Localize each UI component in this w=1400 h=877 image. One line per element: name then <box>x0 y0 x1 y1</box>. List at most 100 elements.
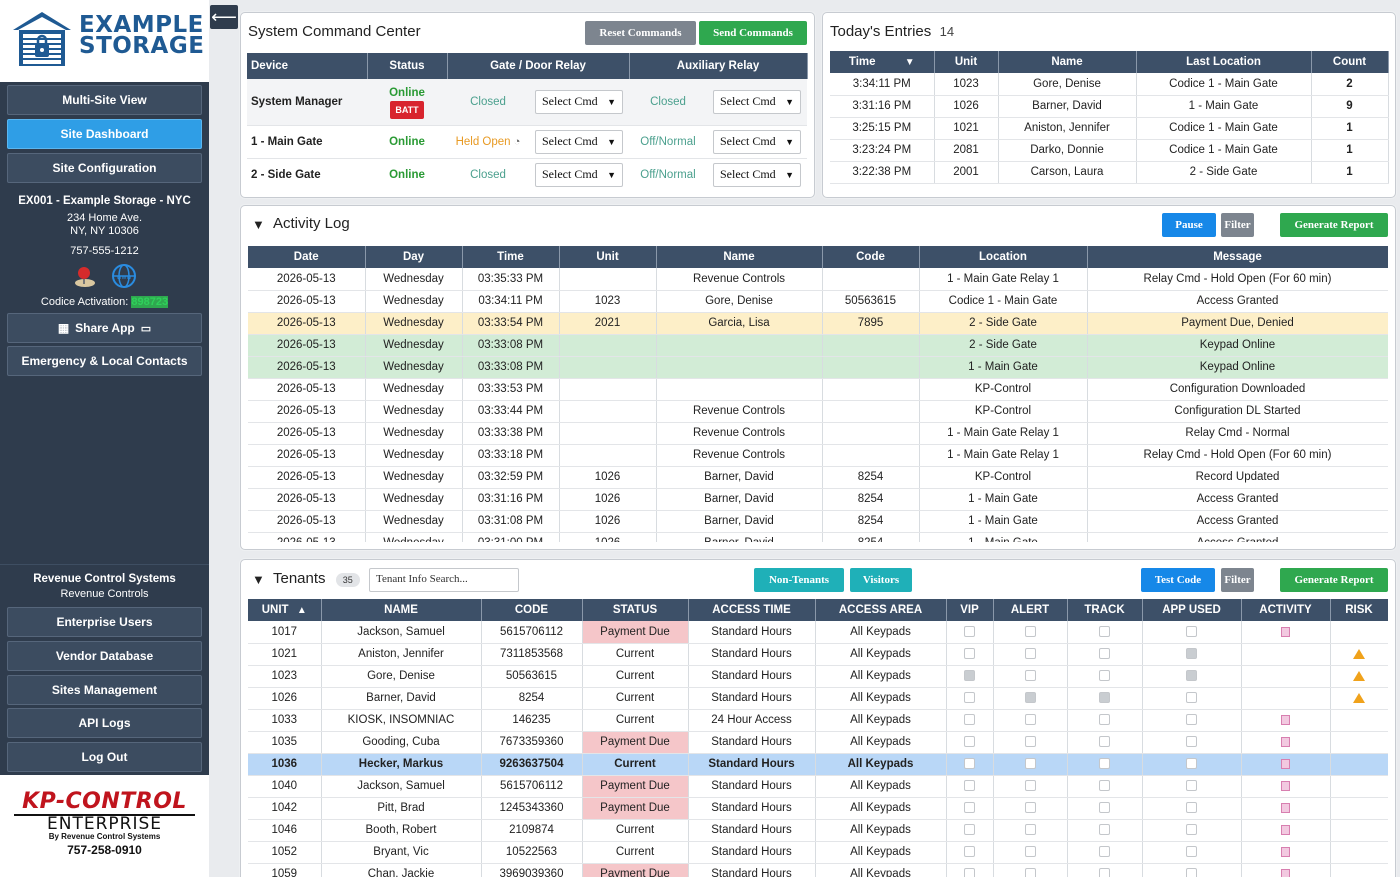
alert-checkbox[interactable] <box>1024 692 1036 704</box>
col-code[interactable]: CODE <box>481 599 583 621</box>
col-last-location[interactable]: Last Location <box>1136 51 1312 73</box>
log-row[interactable]: 2026-05-13 Wednesday 03:33:18 PM Revenue Co… <box>248 444 1388 467</box>
entry-row[interactable]: 3:34:11 PM 1023 Gore, Denise Codice 1 - Mai… <box>830 73 1389 96</box>
col-date[interactable]: Date <box>248 246 366 268</box>
col-app-used[interactable]: APP USED <box>1142 599 1242 621</box>
alert-checkbox[interactable] <box>1024 868 1036 877</box>
alert-checkbox[interactable] <box>1024 626 1036 638</box>
tenant-row[interactable]: 1033 KIOSK, INSOMNIAC 146235 Current 24 Hour… <box>248 709 1388 732</box>
app-checkbox[interactable] <box>1186 670 1197 682</box>
vip-checkbox[interactable] <box>964 626 975 638</box>
pause-button[interactable]: Pause <box>1162 213 1216 237</box>
col-access-time[interactable]: ACCESS TIME <box>688 599 816 621</box>
log-row[interactable]: 2026-05-13 Wednesday 03:33:08 PM 2 - Side G… <box>248 334 1388 357</box>
app-checkbox[interactable] <box>1186 692 1197 704</box>
app-checkbox[interactable] <box>1186 758 1197 770</box>
col-unit[interactable]: Unit <box>934 51 999 73</box>
col-activity[interactable]: ACTIVITY <box>1241 599 1331 621</box>
aux-command-select[interactable]: Select Cmd ▼ <box>713 89 801 114</box>
non-tenants-button[interactable]: Non-Tenants <box>754 568 844 592</box>
track-checkbox[interactable] <box>1099 670 1110 682</box>
alert-checkbox[interactable] <box>1024 780 1036 792</box>
activity-icon[interactable] <box>1281 780 1290 791</box>
col-day[interactable]: Day <box>365 246 463 268</box>
tenant-row[interactable]: 1035 Gooding, Cuba 7673359360 Payment Due St… <box>248 731 1388 754</box>
col-track[interactable]: TRACK <box>1067 599 1143 621</box>
col-location[interactable]: Location <box>919 246 1088 268</box>
vip-checkbox[interactable] <box>964 714 975 726</box>
vip-checkbox[interactable] <box>964 846 975 858</box>
alert-checkbox[interactable] <box>1024 736 1036 748</box>
activity-icon[interactable] <box>1281 714 1290 725</box>
vip-checkbox[interactable] <box>964 780 975 792</box>
track-checkbox[interactable] <box>1099 714 1110 726</box>
track-checkbox[interactable] <box>1099 758 1110 770</box>
tenant-row[interactable]: 1046 Booth, Robert 2109874 Current Standard … <box>248 819 1388 842</box>
emergency-contacts-button[interactable]: Emergency & Local Contacts <box>7 346 202 376</box>
map-pin-icon[interactable] <box>73 264 97 288</box>
vip-checkbox[interactable] <box>964 670 975 682</box>
app-checkbox[interactable] <box>1186 626 1197 638</box>
log-row[interactable]: 2026-05-13 Wednesday 03:31:08 PM 1026 Barner… <box>248 510 1388 533</box>
track-checkbox[interactable] <box>1099 868 1110 877</box>
col-status[interactable]: STATUS <box>582 599 689 621</box>
enterprise-users-button[interactable]: Enterprise Users <box>7 607 202 637</box>
app-checkbox[interactable] <box>1186 824 1197 836</box>
app-checkbox[interactable] <box>1186 846 1197 858</box>
vip-checkbox[interactable] <box>964 824 975 836</box>
test-code-button[interactable]: Test Code <box>1141 568 1215 592</box>
vendor-database-button[interactable]: Vendor Database <box>7 641 202 671</box>
col-time[interactable]: Time ▼ <box>830 51 935 73</box>
log-row[interactable]: 2026-05-13 Wednesday 03:34:11 PM 1023 Gore, … <box>248 290 1388 313</box>
tenant-row[interactable]: 1036 Hecker, Markus 9263637504 Current Stand… <box>248 753 1388 776</box>
tenant-row[interactable]: 1017 Jackson, Samuel 5615706112 Payment Due… <box>248 621 1388 644</box>
log-row[interactable]: 2026-05-13 Wednesday 03:33:54 PM 2021 Garcia… <box>248 312 1388 335</box>
col-vip[interactable]: VIP <box>946 599 994 621</box>
track-checkbox[interactable] <box>1099 648 1110 660</box>
track-checkbox[interactable] <box>1099 780 1110 792</box>
sites-management-button[interactable]: Sites Management <box>7 675 202 705</box>
col-alert[interactable]: ALERT <box>993 599 1068 621</box>
log-row[interactable]: 2026-05-13 Wednesday 03:35:33 PM Revenue Co… <box>248 268 1388 291</box>
track-checkbox[interactable] <box>1099 802 1110 814</box>
activity-table-scroll[interactable]: Date Day Time Unit Name Code Location Message 2… <box>248 246 1388 542</box>
multi-site-view-button[interactable]: Multi-Site View <box>7 85 202 115</box>
col-name[interactable]: Name <box>998 51 1137 73</box>
tenant-row[interactable]: 1023 Gore, Denise 50563615 Current Standard … <box>248 665 1388 688</box>
app-checkbox[interactable] <box>1186 736 1197 748</box>
col-message[interactable]: Message <box>1087 246 1388 268</box>
activity-icon[interactable] <box>1281 868 1290 877</box>
tenant-row[interactable]: 1052 Bryant, Vic 10522563 Current Standard H… <box>248 841 1388 864</box>
collapse-triangle-icon[interactable]: ▼ <box>252 572 265 587</box>
tenant-row[interactable]: 1042 Pitt, Brad 1245343360 Payment Due Stand… <box>248 797 1388 820</box>
col-name[interactable]: Name <box>656 246 823 268</box>
entry-row[interactable]: 3:22:38 PM 2001 Carson, Laura 2 - Side Gate… <box>830 161 1389 184</box>
activity-icon[interactable] <box>1281 736 1290 747</box>
log-row[interactable]: 2026-05-13 Wednesday 03:31:16 PM 1026 Barner… <box>248 488 1388 511</box>
entry-row[interactable]: 3:31:16 PM 1026 Barner, David 1 - Main Gate… <box>830 95 1389 118</box>
visitors-button[interactable]: Visitors <box>850 568 912 592</box>
activity-icon[interactable] <box>1281 758 1290 769</box>
app-checkbox[interactable] <box>1186 780 1197 792</box>
col-time[interactable]: Time <box>462 246 560 268</box>
app-checkbox[interactable] <box>1186 802 1197 814</box>
tenant-row[interactable]: 1021 Aniston, Jennifer 7311853568 Current St… <box>248 643 1388 666</box>
tenant-search-input[interactable]: Tenant Info Search... <box>369 568 519 592</box>
activity-filter-button[interactable]: Filter <box>1221 213 1254 237</box>
col-unit[interactable]: Unit <box>559 246 657 268</box>
alert-checkbox[interactable] <box>1024 670 1036 682</box>
tenants-generate-report-button[interactable]: Generate Report <box>1280 568 1388 592</box>
activity-icon[interactable] <box>1281 846 1290 857</box>
entry-row[interactable]: 3:23:24 PM 2081 Darko, Donnie Codice 1 - Ma… <box>830 139 1389 162</box>
col-risk[interactable]: RISK <box>1330 599 1388 621</box>
track-checkbox[interactable] <box>1099 824 1110 836</box>
col-name[interactable]: NAME <box>321 599 482 621</box>
log-row[interactable]: 2026-05-13 Wednesday 03:32:59 PM 1026 Barner… <box>248 466 1388 489</box>
log-row[interactable]: 2026-05-13 Wednesday 03:33:44 PM Revenue Co… <box>248 400 1388 423</box>
vip-checkbox[interactable] <box>964 692 975 704</box>
site-configuration-button[interactable]: Site Configuration <box>7 153 202 183</box>
app-checkbox[interactable] <box>1186 714 1197 726</box>
tenant-row[interactable]: 1059 Chan, Jackie 3969039360 Payment Due Sta… <box>248 863 1388 877</box>
alert-checkbox[interactable] <box>1024 648 1036 660</box>
